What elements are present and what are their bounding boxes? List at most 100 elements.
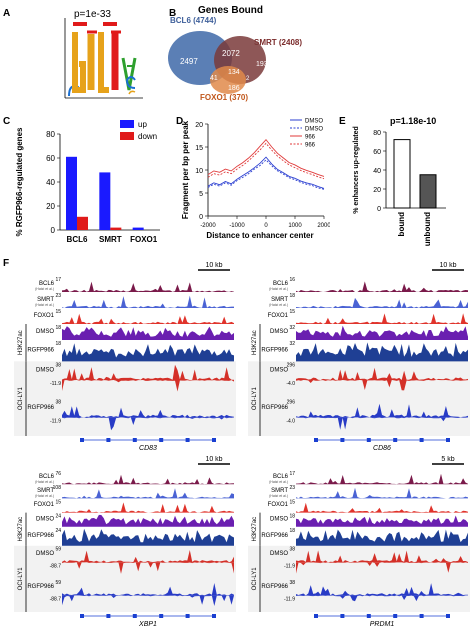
gene-exon [159, 438, 164, 442]
track-max-value: 18 [289, 514, 295, 520]
track-signal [296, 583, 468, 596]
track-max-value: -88.7 [50, 596, 62, 602]
track-signal [62, 474, 234, 485]
track-label: DMSO [270, 368, 288, 374]
track-max-value: 32 [289, 325, 295, 331]
venn-diagram: 2497 2072 193 134 41 186 2 [168, 31, 268, 94]
c-bar-up [99, 172, 111, 230]
track-max-value: 24 [55, 514, 61, 520]
gene-name: PRDM1 [370, 621, 395, 628]
track-label: DMSO [270, 516, 288, 522]
d-legend-label: 966 [305, 135, 316, 141]
c-legend-label-down: down [138, 132, 157, 141]
track-source-note: (Hatzi et al.) [35, 494, 54, 498]
track-signal [296, 515, 468, 527]
gene-exon [340, 438, 345, 442]
group-label-h3k27ac: H3K27ac [18, 517, 24, 542]
track-label: DMSO [36, 516, 54, 522]
chart-c-bar: 0 20 40 60 80 BCL6 SMRT FOXO1 % RGFP966-regulate… [15, 120, 160, 244]
track-label: DMSO [36, 551, 54, 557]
track-signal-negative [296, 595, 468, 602]
c-x-tick-label: SMRT [99, 235, 122, 244]
gene-exon [446, 614, 450, 618]
oci-ly1-shade [14, 361, 236, 436]
track-label: RGFP966 [261, 533, 288, 539]
track-source-note: (Hatzi et al.) [269, 494, 288, 498]
c-bar-down [77, 216, 88, 230]
track-source-note: (Hatzi et al.) [269, 287, 288, 291]
sequence-logo [64, 18, 143, 99]
panel-letter-e: E [339, 116, 346, 127]
c-y-tick-label: 40 [46, 178, 55, 187]
venn-region-foxo1-only: 186 [228, 85, 240, 92]
e-bar-bound [393, 139, 411, 209]
oci-ly1-shade [248, 545, 470, 612]
d-series-line-966-dashed [207, 142, 325, 180]
track-signal [62, 514, 234, 527]
track-label: SMRT [271, 488, 288, 494]
track-max-value: 296 [287, 400, 296, 406]
chart-d-line: 0 5 10 15 20 -2000 -1000 0 1000 2000 Fragment per … [181, 119, 330, 241]
group-label-h3k27ac: H3K27ac [18, 330, 24, 355]
d-y-tick-label: 0 [199, 214, 203, 221]
gene-exon [314, 614, 318, 618]
gene-exon [366, 438, 371, 442]
track-label: RGFP966 [27, 533, 54, 539]
c-y-tick-label: 80 [46, 130, 55, 139]
track-signal [296, 502, 468, 513]
d-legend-label: DMSO [305, 127, 323, 133]
track-signal [62, 528, 234, 546]
e-pvalue: p=1.18e-10 [390, 116, 436, 126]
track-label: RGFP966 [27, 405, 54, 411]
track-source-note: (Hatzi et al.) [35, 480, 54, 484]
venn-region-bcl6-smrt: 2072 [222, 49, 240, 58]
venn-title: Genes Bound [198, 5, 264, 16]
track-source-note: (Hatzi et al.) [35, 287, 54, 291]
track-max-value: 59 [55, 547, 61, 553]
d-series-line-966-solid [207, 138, 325, 177]
track-max-value: -11.9 [50, 381, 61, 387]
venn-label-foxo1: FOXO1 (370) [200, 93, 249, 102]
gene-exon [132, 438, 137, 442]
track-signal [296, 297, 468, 308]
group-label-oci-ly1: OCI-LY1 [18, 387, 24, 411]
track-max-value: 32 [289, 341, 295, 347]
c-bar-down [110, 227, 122, 230]
track-signal [296, 342, 468, 362]
venn-region-smrt-only: 193 [256, 61, 268, 68]
track-max-value: -11.9 [284, 596, 295, 602]
track-signal [296, 313, 468, 324]
track-signal-negative [296, 417, 468, 430]
track-label: FOXO1 [268, 502, 289, 508]
d-series-line-DMSO-dashed [207, 159, 325, 190]
c-y-tick-label: 20 [46, 202, 55, 211]
gene-name: CD86 [373, 445, 391, 452]
track-label: RGFP966 [27, 348, 54, 354]
c-x-tick-label: FOXO1 [130, 235, 158, 244]
gene-exon [393, 438, 398, 442]
e-x-tick-label: bound [397, 212, 406, 237]
track-max-value: 38 [55, 400, 61, 406]
track-signal [296, 529, 468, 546]
d-y-tick-label: 10 [195, 168, 203, 175]
gene-exon [314, 438, 318, 442]
e-y-axis-label: % enhancers up-regulated [353, 126, 360, 214]
track-max-value: 15 [55, 309, 61, 315]
venn-label-smrt: SMRT (2408) [254, 38, 303, 47]
track-max-value: 18 [55, 341, 61, 347]
c-legend-swatch-up [120, 120, 134, 128]
gene-name: XBP1 [138, 621, 157, 628]
oci-ly1-shade [248, 361, 470, 436]
e-bar-unbound [419, 174, 437, 209]
d-series-line-DMSO-solid [207, 156, 325, 189]
gene-exon [80, 614, 84, 618]
c-legend-label-up: up [138, 120, 147, 129]
scale-bar-label: 10 kb [205, 262, 222, 269]
track-label: BCL6 [273, 474, 289, 480]
d-x-tick-label: 0 [264, 223, 268, 229]
track-label: RGFP966 [261, 405, 288, 411]
c-bar-up [132, 227, 144, 230]
gene-exon [393, 614, 398, 618]
